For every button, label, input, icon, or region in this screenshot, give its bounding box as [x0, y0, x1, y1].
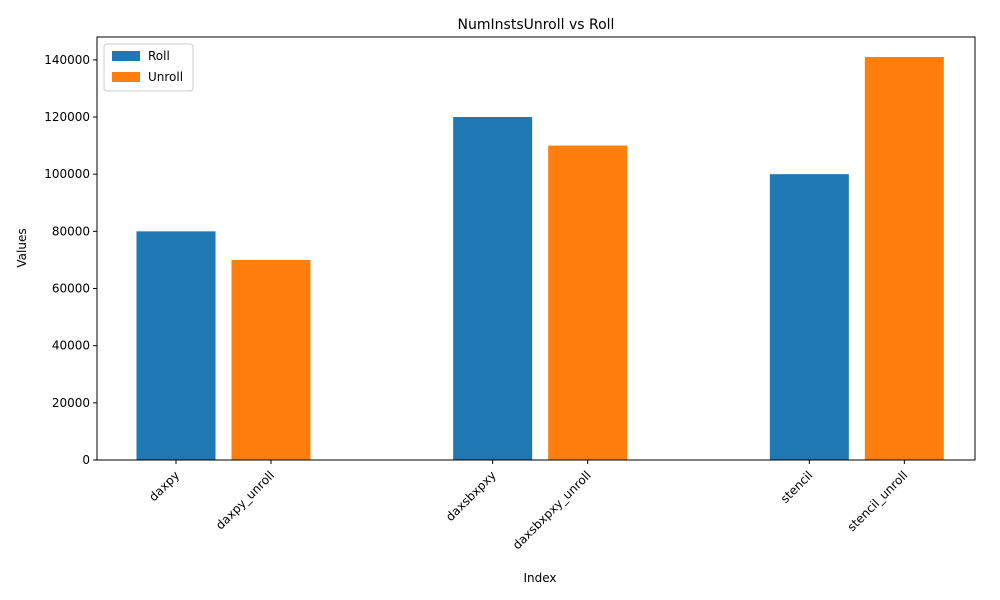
legend-swatch [112, 51, 140, 61]
y-tick-label: 60000 [52, 282, 90, 296]
x-tick-label: stencil_unroll [845, 468, 911, 534]
x-tick-label: stencil [778, 468, 816, 506]
chart-title: NumInstsUnroll vs Roll [458, 17, 615, 33]
legend-label: Roll [148, 49, 170, 63]
plot-frame [96, 36, 976, 461]
bar [864, 57, 944, 461]
bar [231, 259, 311, 460]
bar [453, 117, 533, 460]
y-tick-label: 80000 [52, 224, 90, 238]
x-tick-label: daxsbxpxy_unroll [510, 468, 594, 552]
y-tick-label: 0 [82, 453, 90, 467]
y-tick-label: 100000 [44, 167, 90, 181]
y-axis-label: Values [15, 228, 29, 267]
x-axis-label: Index [523, 571, 556, 585]
bar [548, 145, 628, 461]
y-tick-label: 140000 [44, 53, 90, 67]
legend-label: Unroll [148, 70, 183, 84]
bar [769, 174, 849, 460]
x-tick-label: daxsbxpxy [443, 468, 499, 524]
x-tick-label: daxpy_unroll [213, 468, 277, 532]
y-tick-label: 120000 [44, 110, 90, 124]
legend-swatch [112, 72, 140, 82]
x-tick-label: daxpy [146, 468, 182, 504]
y-tick-label: 40000 [52, 339, 90, 353]
y-tick-label: 20000 [52, 396, 90, 410]
bar [136, 231, 216, 460]
